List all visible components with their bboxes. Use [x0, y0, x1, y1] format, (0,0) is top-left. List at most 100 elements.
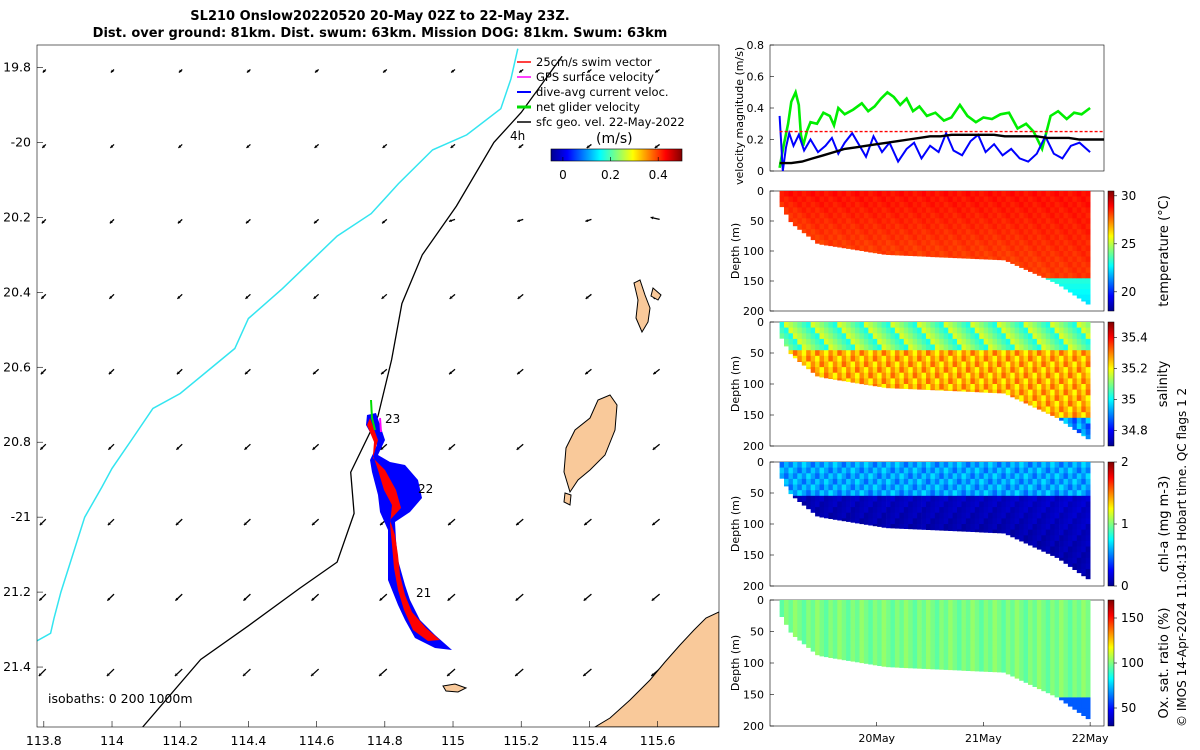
section-cell	[1014, 524, 1020, 530]
section-cell	[952, 367, 958, 374]
section-cell	[855, 622, 860, 629]
section-cell	[828, 344, 834, 351]
section-cell	[1023, 395, 1029, 402]
section-cell	[1032, 605, 1038, 612]
section-cell	[819, 372, 825, 378]
section-cell	[974, 229, 980, 236]
section-cell	[1028, 524, 1033, 530]
section-cell	[1005, 344, 1011, 351]
section-cell	[824, 350, 829, 357]
section-cell	[1028, 535, 1033, 542]
map-colorbar	[550, 148, 683, 162]
section-cell	[855, 201, 860, 208]
section-cell	[1063, 628, 1069, 635]
section-cell	[1023, 501, 1029, 508]
section-cell	[1050, 668, 1055, 675]
section-cell	[948, 196, 953, 203]
section-cell	[1072, 552, 1078, 559]
section-cell	[988, 600, 993, 607]
section-cell	[859, 223, 865, 230]
section-cell	[1028, 261, 1033, 268]
section-cell	[832, 207, 838, 214]
section-cell	[912, 640, 918, 647]
section-cell	[850, 196, 856, 203]
section-cell	[1076, 535, 1082, 542]
section-cell	[877, 628, 882, 635]
current-vector-head	[39, 597, 43, 601]
section-cell	[1054, 645, 1060, 652]
section-cell	[828, 207, 834, 214]
section-cell	[1036, 229, 1042, 236]
section-cell	[806, 218, 811, 225]
section-cell	[890, 361, 896, 368]
section-cell	[1059, 622, 1064, 629]
depth-tick-label: 200	[743, 720, 764, 733]
section-cell	[841, 218, 847, 225]
section-cell	[872, 367, 878, 374]
section-cell	[801, 611, 807, 618]
section-cell	[1005, 245, 1011, 252]
section-cell	[1054, 261, 1060, 268]
section-cell	[1054, 484, 1060, 491]
section-cell	[934, 256, 940, 258]
section-cell	[828, 367, 834, 374]
current-vector-head	[383, 69, 386, 73]
section-cell	[788, 218, 794, 223]
section-cell	[841, 628, 847, 635]
legend-extra-4h: 4h	[510, 129, 525, 143]
section-cell	[1032, 218, 1038, 225]
section-cell	[912, 234, 918, 241]
section-cell	[961, 245, 967, 252]
section-cell	[797, 605, 803, 612]
section-colorbar	[1107, 461, 1115, 587]
section-cell	[1050, 546, 1055, 553]
section-cell	[846, 338, 851, 345]
section-cell	[970, 378, 976, 385]
section-cell	[1076, 668, 1082, 675]
map-x-tick-label: 115.4	[572, 733, 608, 748]
section-cell	[974, 207, 980, 214]
section-cell	[886, 524, 891, 529]
section-cell	[988, 367, 993, 374]
section-cell	[819, 484, 825, 491]
section-cell	[965, 361, 971, 368]
section-cell	[979, 634, 984, 641]
section-cell	[1019, 344, 1024, 351]
section-cell	[1005, 501, 1011, 508]
section-cell	[992, 251, 998, 257]
section-cell	[1059, 674, 1064, 681]
section-cell	[1054, 338, 1060, 345]
section-cell	[926, 611, 931, 618]
section-cell	[1063, 256, 1069, 263]
section-cell	[881, 201, 887, 208]
section-cell	[1054, 540, 1060, 547]
section-cell	[952, 240, 958, 246]
section-cell	[1010, 372, 1016, 379]
section-cell	[908, 327, 913, 334]
section-cell	[1067, 327, 1073, 334]
section-cell	[943, 529, 949, 531]
section-cell	[983, 490, 989, 497]
section-cell	[832, 218, 838, 225]
section-cell	[1023, 384, 1029, 390]
section-cell	[872, 327, 878, 334]
section-cell	[1036, 322, 1042, 328]
section-cell	[899, 372, 905, 379]
section-cell	[903, 634, 909, 641]
section-cell	[908, 524, 913, 530]
section-cell	[1059, 322, 1064, 328]
section-cell	[988, 207, 993, 214]
section-cell	[824, 338, 829, 345]
section-cell	[850, 350, 856, 357]
depth-tick-label: 0	[757, 594, 764, 607]
section-cell	[824, 651, 829, 658]
section-cell	[894, 223, 900, 230]
section-cell	[868, 628, 874, 635]
section-cell	[1081, 267, 1087, 274]
section-cell	[832, 191, 838, 197]
section-cell	[1014, 245, 1020, 252]
section-cell	[824, 229, 829, 236]
section-cell	[997, 378, 1002, 385]
section-cell	[886, 344, 891, 351]
section-cell	[997, 372, 1002, 379]
